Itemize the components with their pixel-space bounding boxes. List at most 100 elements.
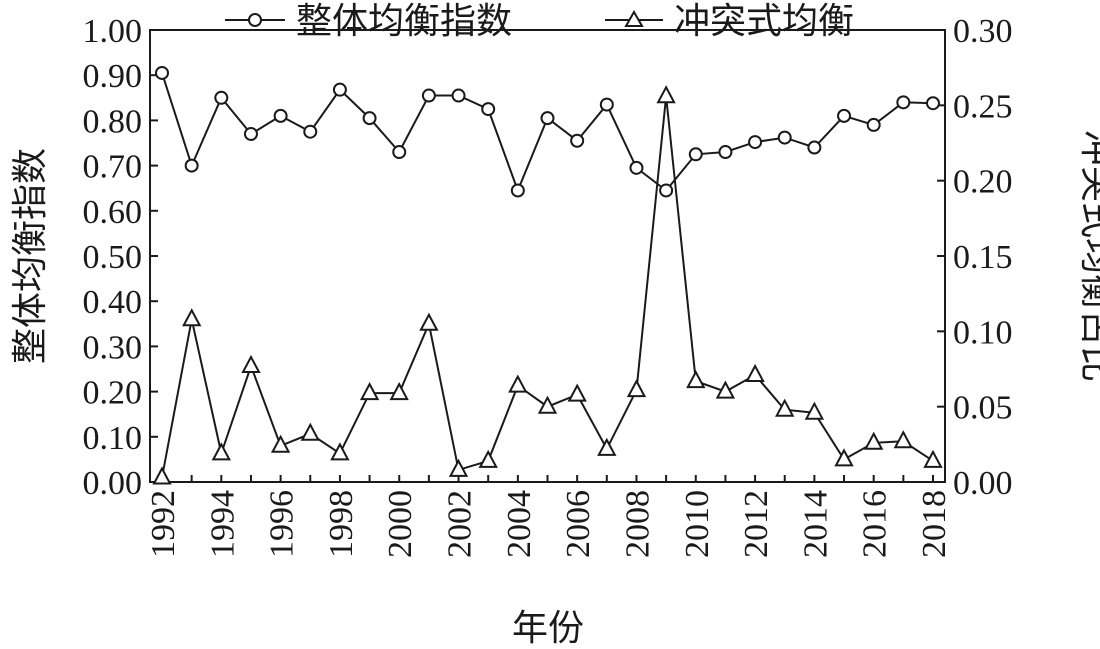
data-point-triangle — [478, 449, 498, 468]
legend: 整体均衡指数 冲突式均衡 — [225, 1, 854, 41]
data-point-triangle — [626, 378, 647, 398]
data-point-triangle — [419, 312, 439, 331]
data-point-triangle — [893, 430, 913, 449]
data-point-triangle — [567, 383, 587, 402]
data-point-triangle — [211, 442, 231, 461]
data-point-triangle — [537, 395, 558, 414]
legend-marker-triangle-icon — [624, 9, 644, 27]
data-point-circle — [540, 111, 555, 126]
data-point-triangle — [775, 398, 795, 417]
x-tick-label: 2014 — [797, 490, 834, 558]
x-tick-label: 2000 — [382, 490, 419, 558]
left-tick-label: 0.60 — [83, 194, 143, 231]
data-point-circle — [659, 183, 674, 198]
legend-item-series-2: 冲突式均衡 — [605, 1, 854, 41]
right-tick-label: 0.15 — [953, 239, 1013, 276]
data-point-triangle — [923, 449, 943, 468]
data-point-triangle — [300, 422, 320, 441]
x-tick-label: 2002 — [442, 490, 479, 558]
data-point-circle — [421, 88, 436, 103]
left-tick-label: 0.50 — [83, 239, 143, 276]
left-tick-label: 0.30 — [83, 329, 143, 366]
data-point-circle — [362, 111, 377, 126]
data-point-circle — [807, 140, 822, 155]
x-tick-label: 2004 — [501, 490, 538, 558]
x-tick-label: 2016 — [857, 490, 894, 558]
x-tick-label: 1998 — [323, 490, 360, 558]
data-point-triangle — [508, 374, 528, 393]
series-line-1 — [161, 72, 934, 194]
left-tick-label: 0.10 — [83, 420, 143, 457]
data-point-triangle — [270, 434, 291, 453]
data-point-circle — [510, 183, 525, 198]
data-point-circle — [155, 65, 169, 80]
data-point-triangle — [389, 381, 409, 401]
right-axis-title: 冲突式均衡占比 — [1077, 130, 1100, 382]
x-tick-label: 1994 — [204, 490, 241, 558]
series-1 — [155, 65, 940, 198]
left-tick-label: 0.70 — [83, 149, 143, 186]
data-point-circle — [243, 126, 258, 141]
x-tick-label: 2008 — [619, 490, 656, 558]
left-tick-label: 0.40 — [83, 284, 143, 321]
data-point-circle — [926, 96, 940, 111]
data-point-circle — [451, 88, 466, 103]
data-point-circle — [214, 90, 229, 105]
left-tick-label: 0.90 — [83, 58, 143, 95]
data-point-triangle — [656, 85, 676, 104]
data-point-triangle — [152, 466, 172, 485]
data-point-triangle — [686, 369, 706, 389]
data-point-triangle — [182, 308, 202, 327]
data-point-circle — [748, 135, 763, 150]
left-axis-title: 整体均衡指数 — [10, 148, 50, 364]
data-point-triangle — [330, 442, 350, 461]
left-tick-label: 0.80 — [83, 103, 143, 140]
legend-item-series-1: 整体均衡指数 — [225, 1, 512, 41]
data-point-circle — [184, 158, 199, 173]
x-axis: 1992 1994 1996 1998 2000 2002 2004 2006 2008 2010… — [145, 475, 953, 558]
data-point-triangle — [359, 381, 380, 401]
right-tick-label: 0.20 — [953, 164, 1013, 201]
legend-label-series-2: 冲突式均衡 — [674, 1, 854, 41]
right-tick-label: 0.05 — [953, 390, 1013, 427]
data-point-circle — [599, 97, 614, 112]
data-point-circle — [688, 147, 703, 162]
data-point-triangle — [448, 458, 469, 477]
x-tick-label: 1996 — [264, 490, 301, 558]
right-tick-label: 0.25 — [953, 88, 1013, 125]
right-tick-label: 0.00 — [953, 465, 1013, 502]
data-point-circle — [629, 160, 644, 175]
data-point-circle — [896, 95, 911, 110]
legend-marker-circle-icon — [248, 13, 262, 27]
data-point-circle — [332, 82, 347, 97]
data-point-circle — [837, 108, 852, 123]
series-layer — [152, 65, 943, 485]
data-point-circle — [777, 130, 792, 145]
x-tick-label: 2010 — [679, 490, 716, 558]
data-point-triangle — [241, 354, 261, 373]
legend-label-series-1: 整体均衡指数 — [296, 1, 512, 41]
data-point-circle — [481, 102, 496, 117]
x-tick-label: 1992 — [145, 490, 182, 558]
data-point-circle — [392, 145, 407, 160]
data-point-triangle — [864, 431, 884, 450]
right-tick-label: 0.10 — [953, 314, 1013, 351]
left-tick-label: 0.00 — [83, 465, 143, 502]
x-axis-title: 年份 — [512, 608, 584, 648]
x-tick-label: 2012 — [738, 490, 775, 558]
data-point-circle — [718, 145, 733, 160]
data-point-triangle — [745, 363, 765, 382]
data-point-triangle — [834, 448, 854, 467]
x-tick-label: 2006 — [560, 490, 597, 558]
left-axis: 0.00 0.10 0.20 0.30 0.40 0.50 0.60 0.70 0.80 0.90… — [83, 13, 158, 502]
data-point-circle — [866, 117, 881, 132]
right-tick-label: 0.30 — [953, 13, 1013, 50]
data-point-triangle — [597, 437, 617, 456]
series-2 — [152, 85, 943, 485]
data-point-circle — [303, 124, 318, 139]
left-tick-label: 0.20 — [83, 375, 143, 412]
right-axis: 0.00 0.05 0.10 0.15 0.20 0.25 0.30 — [937, 13, 1013, 502]
x-tick-label: 2018 — [916, 490, 953, 558]
data-point-triangle — [804, 401, 825, 420]
